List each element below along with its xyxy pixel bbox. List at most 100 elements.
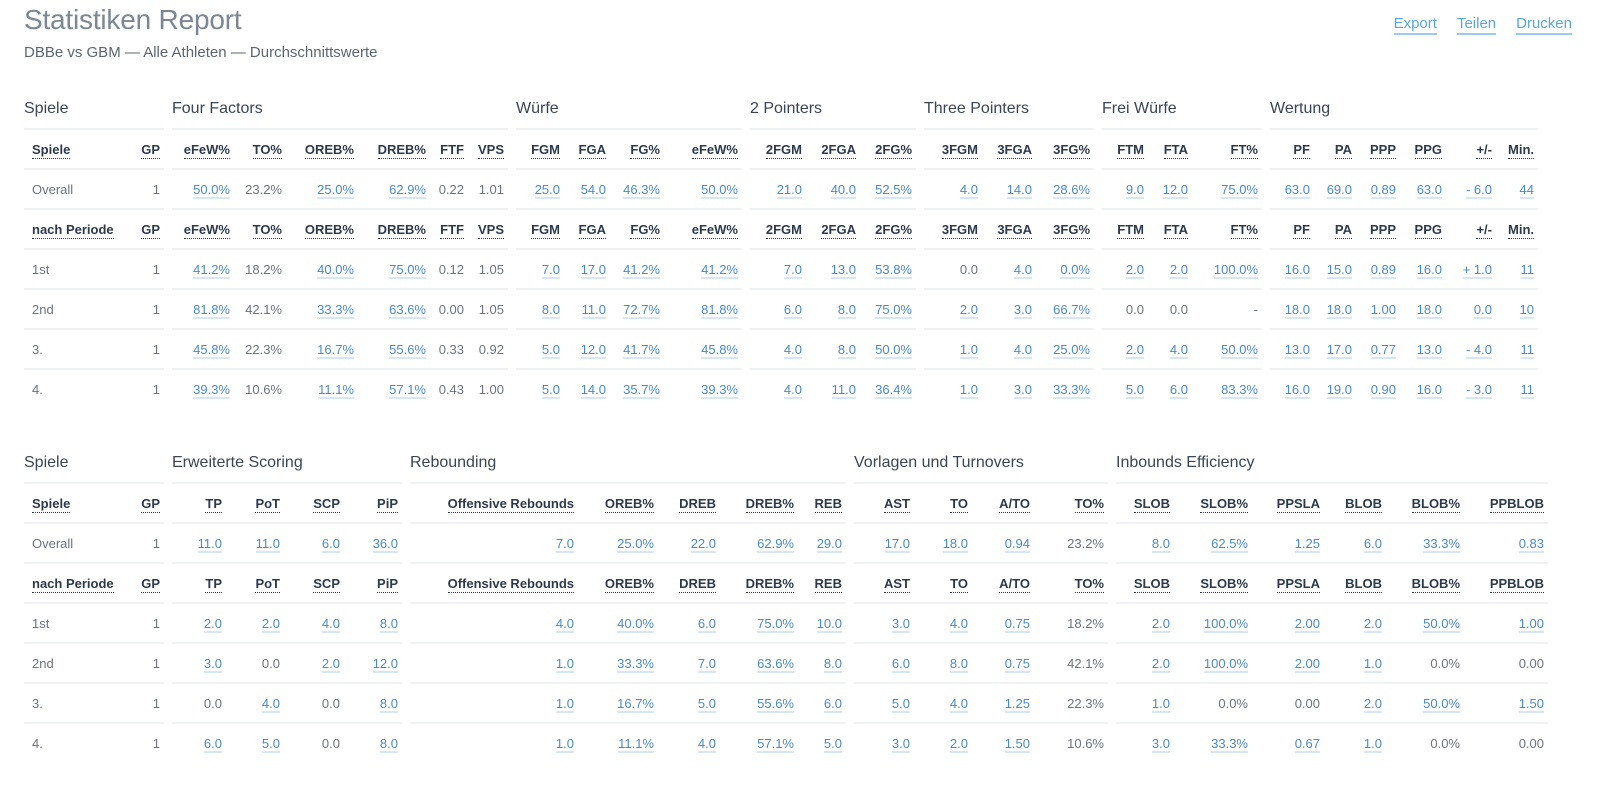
stat-link[interactable]: 4.0 xyxy=(783,341,802,359)
stat-link[interactable]: 11 xyxy=(1520,381,1534,399)
stat-link[interactable]: 75.0% xyxy=(757,615,794,633)
column-header-dreb-pct[interactable]: DREB% xyxy=(720,575,798,593)
stat-link[interactable]: 8.0 xyxy=(541,301,560,319)
column-header-3fg-pct[interactable]: 3FG% xyxy=(1036,221,1094,239)
stat-link[interactable]: 54.0 xyxy=(580,181,606,199)
stat-link[interactable]: 4.0 xyxy=(261,695,280,713)
column-header-to-pct[interactable]: TO% xyxy=(234,141,286,159)
column-header-ppp[interactable]: PPP xyxy=(1356,141,1400,159)
stat-link[interactable]: 13.0 xyxy=(1416,341,1442,359)
column-header-ppg[interactable]: PPG xyxy=(1400,221,1446,239)
column-header-spiele[interactable]: Spiele xyxy=(24,141,124,159)
stat-link[interactable]: 7.0 xyxy=(541,261,560,279)
column-header-pot[interactable]: PoT xyxy=(226,575,284,593)
column-header-reb[interactable]: REB xyxy=(798,575,846,593)
stat-link[interactable]: 100.0% xyxy=(1203,655,1248,673)
column-header-2fgm[interactable]: 2FGM xyxy=(750,221,806,239)
column-header-to[interactable]: TO xyxy=(914,575,972,593)
column-header-pip[interactable]: PiP xyxy=(344,575,402,593)
stat-link[interactable]: 55.6% xyxy=(389,341,426,359)
stat-link[interactable]: 11.0 xyxy=(581,301,606,319)
stat-link[interactable]: 5.0 xyxy=(891,695,910,713)
column-header-slob[interactable]: SLOB xyxy=(1116,575,1174,593)
stat-link[interactable]: 3.0 xyxy=(1013,301,1032,319)
column-header-fta[interactable]: FTA xyxy=(1148,221,1192,239)
stat-link[interactable]: 3.0 xyxy=(203,655,222,673)
stat-link[interactable]: 8.0 xyxy=(1151,535,1170,553)
stat-link[interactable]: 41.2% xyxy=(701,261,738,279)
stat-link[interactable]: 16.7% xyxy=(617,695,654,713)
column-header-3fga[interactable]: 3FGA xyxy=(982,221,1036,239)
stat-link[interactable]: 1.0 xyxy=(959,341,978,359)
stat-link[interactable]: 8.0 xyxy=(379,615,398,633)
column-header-gp[interactable]: GP xyxy=(124,141,164,159)
stat-link[interactable]: 1.0 xyxy=(1151,695,1170,713)
export-link[interactable]: Export xyxy=(1393,15,1437,35)
stat-link[interactable]: 4.0 xyxy=(949,695,968,713)
column-header-ftf[interactable]: FTF xyxy=(430,141,468,159)
stat-link[interactable]: 41.2% xyxy=(623,261,660,279)
stat-link[interactable]: 50.0% xyxy=(1221,341,1258,359)
stat-link[interactable]: 2.0 xyxy=(1151,615,1170,633)
stat-link[interactable]: 19.0 xyxy=(1326,381,1352,399)
column-header-dreb-pct[interactable]: DREB% xyxy=(720,495,798,513)
column-header-slob-pct[interactable]: SLOB% xyxy=(1174,575,1252,593)
stat-link[interactable]: 21.0 xyxy=(776,181,802,199)
column-header-blob-pct[interactable]: BLOB% xyxy=(1386,495,1464,513)
column-header-vps[interactable]: VPS xyxy=(468,141,508,159)
column-header-ppblob[interactable]: PPBLOB xyxy=(1464,495,1548,513)
stat-link[interactable]: 6.0 xyxy=(1169,381,1188,399)
stat-link[interactable]: 1.0 xyxy=(1363,655,1382,673)
column-header-2fg-pct[interactable]: 2FG% xyxy=(860,221,916,239)
stat-link[interactable]: 41.7% xyxy=(623,341,660,359)
stat-link[interactable]: - 3.0 xyxy=(1465,381,1492,399)
column-header-ppsla[interactable]: PPSLA xyxy=(1252,495,1324,513)
stat-link[interactable]: 6.0 xyxy=(1363,535,1382,553)
stat-link[interactable]: 0.83 xyxy=(1518,535,1544,553)
column-header-ppsla[interactable]: PPSLA xyxy=(1252,575,1324,593)
stat-link[interactable]: 4.0 xyxy=(1013,261,1032,279)
column-header-efew-pct[interactable]: eFeW% xyxy=(172,221,234,239)
stat-link[interactable]: 2.0 xyxy=(1125,261,1144,279)
stat-link[interactable]: - 6.0 xyxy=(1465,181,1492,199)
stat-link[interactable]: 69.0 xyxy=(1326,181,1352,199)
column-header-plus-minus[interactable]: +/- xyxy=(1446,221,1496,239)
stat-link[interactable]: 25.0% xyxy=(617,535,654,553)
stat-link[interactable]: 10.0 xyxy=(816,615,842,633)
stat-link[interactable]: 11 xyxy=(1520,341,1534,359)
stat-link[interactable]: 1.00 xyxy=(1518,615,1544,633)
stat-link[interactable]: 12.0 xyxy=(580,341,606,359)
column-header-fgm[interactable]: FGM xyxy=(516,141,564,159)
column-header-ft-pct[interactable]: FT% xyxy=(1192,221,1262,239)
stat-link[interactable]: 72.7% xyxy=(623,301,660,319)
column-header-ftm[interactable]: FTM xyxy=(1102,221,1148,239)
stat-link[interactable]: 53.8% xyxy=(875,261,912,279)
stat-link[interactable]: 40.0 xyxy=(830,181,856,199)
stat-link[interactable]: 3.0 xyxy=(891,615,910,633)
column-header-2fg-pct[interactable]: 2FG% xyxy=(860,141,916,159)
stat-link[interactable]: 12.0 xyxy=(1162,181,1188,199)
stat-link[interactable]: 36.4% xyxy=(875,381,912,399)
stat-link[interactable]: 4.0 xyxy=(949,615,968,633)
stat-link[interactable]: 12.0 xyxy=(372,655,398,673)
stat-link[interactable]: 36.0 xyxy=(372,535,398,553)
stat-link[interactable]: 17.0 xyxy=(884,535,910,553)
column-header-3fgm[interactable]: 3FGM xyxy=(924,221,982,239)
stat-link[interactable]: 100.0% xyxy=(1213,261,1258,279)
stat-link[interactable]: 4.0 xyxy=(959,181,978,199)
column-header-2fgm[interactable]: 2FGM xyxy=(750,141,806,159)
stat-link[interactable]: 1.50 xyxy=(1004,735,1030,753)
stat-link[interactable]: 63.0 xyxy=(1284,181,1310,199)
stat-link[interactable]: 39.3% xyxy=(701,381,738,399)
stat-link[interactable]: - 4.0 xyxy=(1465,341,1492,359)
stat-link[interactable]: 2.0 xyxy=(261,615,280,633)
column-header-gp[interactable]: GP xyxy=(124,575,164,593)
column-header-a-to[interactable]: A/TO xyxy=(972,495,1034,513)
stat-link[interactable]: 7.0 xyxy=(697,655,716,673)
stat-link[interactable]: 6.0 xyxy=(783,301,802,319)
stat-link[interactable]: 2.0 xyxy=(321,655,340,673)
stat-link[interactable]: 57.1% xyxy=(757,735,794,753)
stat-link[interactable]: 62.5% xyxy=(1211,535,1248,553)
stat-link[interactable]: 0.94 xyxy=(1004,535,1030,553)
column-header-pip[interactable]: PiP xyxy=(344,495,402,513)
